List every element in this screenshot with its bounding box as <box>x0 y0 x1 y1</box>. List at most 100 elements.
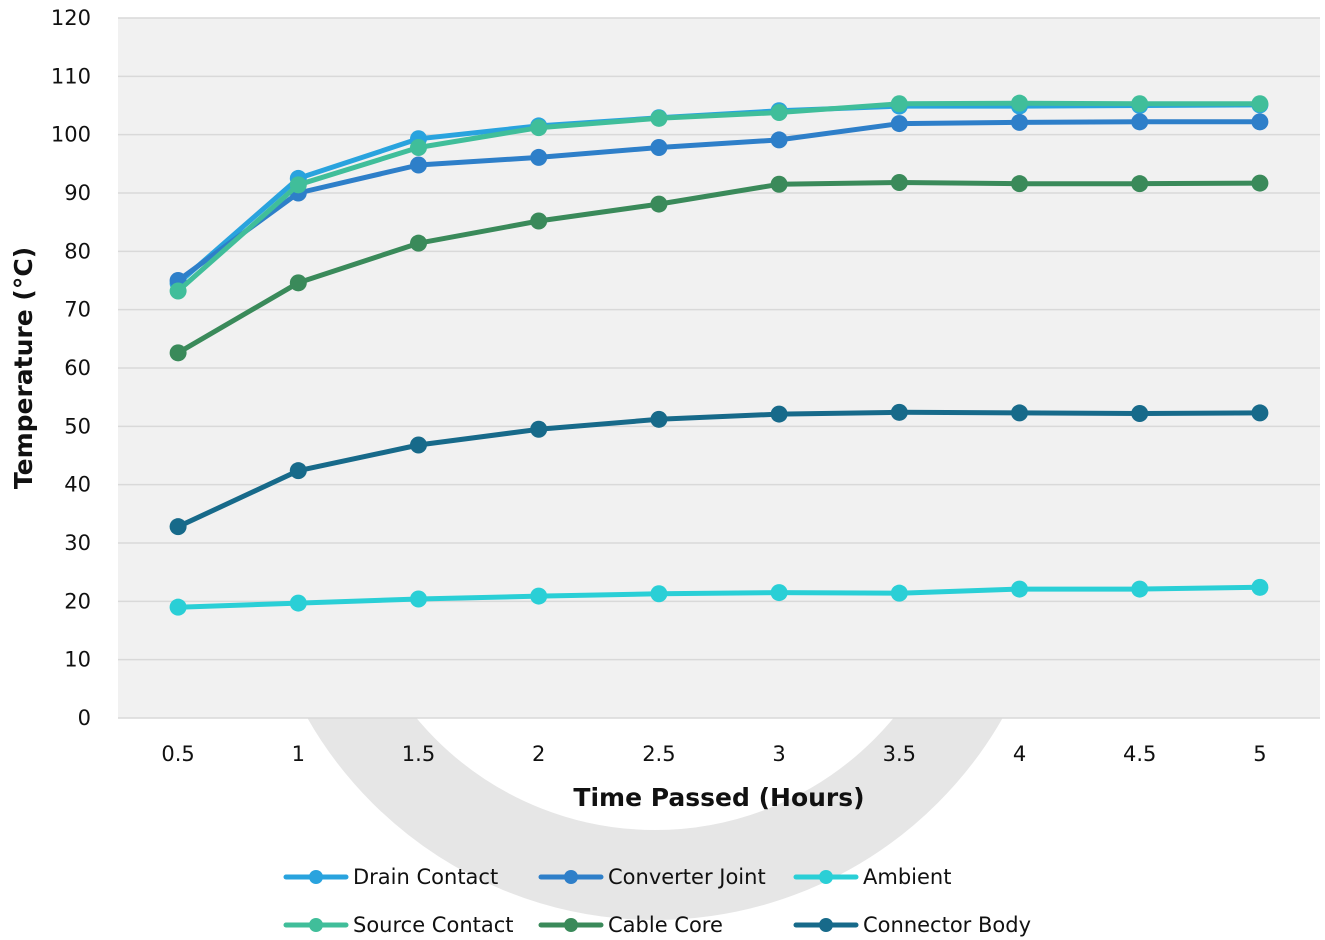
y-tick-label: 50 <box>64 414 91 438</box>
series-line <box>175 584 1263 610</box>
series-line <box>175 100 1263 294</box>
data-point <box>1251 578 1269 596</box>
data-point <box>650 195 668 213</box>
x-tick-label: 1.5 <box>402 742 435 766</box>
data-point <box>530 148 548 166</box>
data-point <box>410 234 427 252</box>
series-layer <box>169 94 1269 616</box>
data-point <box>1011 94 1028 112</box>
y-axis-title: Temperature (°C) <box>9 247 38 489</box>
y-tick-label: 100 <box>51 123 91 147</box>
series-line <box>175 409 1263 530</box>
series-line <box>175 180 1263 356</box>
data-point <box>1131 95 1149 113</box>
x-tick-label: 2.5 <box>642 742 675 766</box>
data-point <box>890 584 908 602</box>
legend-item: Converter Joint <box>538 865 766 889</box>
data-point <box>289 176 307 194</box>
data-point <box>169 518 187 536</box>
data-point <box>1251 174 1269 192</box>
data-point <box>650 109 668 127</box>
data-point <box>650 139 668 156</box>
data-point <box>169 598 187 616</box>
x-tick-label: 3.5 <box>883 742 916 766</box>
y-tick-label: 110 <box>51 64 91 88</box>
legend-swatch-marker <box>309 918 323 932</box>
legend-swatch-marker <box>819 870 833 884</box>
x-axis-ticks: 0.5 1 1.5 2 2.5 3 3.5 4 4.5 5 <box>161 742 1266 766</box>
x-axis-title: Time Passed (Hours) <box>573 783 864 812</box>
x-tick-label: 5 <box>1253 742 1266 766</box>
data-point <box>1011 404 1028 422</box>
y-tick-label: 0 <box>78 706 91 730</box>
legend-label: Connector Body <box>863 913 1031 937</box>
data-point <box>1251 404 1269 422</box>
y-tick-label: 10 <box>64 648 91 672</box>
data-point <box>410 156 427 174</box>
data-point <box>770 175 788 193</box>
data-point <box>169 282 187 300</box>
x-tick-label: 0.5 <box>161 742 194 766</box>
x-tick-label: 3 <box>772 742 785 766</box>
data-point <box>1011 175 1028 193</box>
legend-label: Converter Joint <box>608 865 766 889</box>
data-point <box>650 585 668 603</box>
series-cable-core <box>169 174 1269 362</box>
legend-swatch-marker <box>564 870 578 884</box>
data-point <box>289 462 307 480</box>
data-point <box>530 212 548 230</box>
legend-label: Cable Core <box>608 913 723 937</box>
data-point <box>410 436 427 454</box>
y-tick-label: 80 <box>64 239 91 263</box>
data-point <box>289 274 307 292</box>
legend-swatch-marker <box>564 918 578 932</box>
data-point <box>1131 405 1149 422</box>
data-point <box>410 590 427 608</box>
y-tick-label: 120 <box>51 6 91 30</box>
series-ambient <box>169 578 1269 616</box>
data-point <box>1131 175 1149 193</box>
data-point <box>770 405 788 423</box>
data-point <box>1131 113 1149 131</box>
legend-item: Ambient <box>793 865 951 889</box>
data-point <box>1131 580 1149 598</box>
data-point <box>530 587 548 605</box>
data-point <box>410 139 427 156</box>
series-line <box>175 119 1263 283</box>
legend-swatch-marker <box>309 870 323 884</box>
legend-item: Drain Contact <box>283 865 498 889</box>
data-point <box>1251 95 1269 113</box>
data-point <box>770 584 788 602</box>
data-point <box>770 131 788 149</box>
data-point <box>890 403 908 421</box>
y-tick-label: 70 <box>64 298 91 322</box>
y-tick-label: 30 <box>64 531 91 555</box>
y-tick-label: 20 <box>64 589 91 613</box>
legend-label: Drain Contact <box>353 865 498 889</box>
data-point <box>1011 580 1028 598</box>
data-point <box>530 420 548 438</box>
y-axis-ticks: 0 10 20 30 40 50 60 70 80 90 100 110 120 <box>51 6 91 730</box>
legend-swatch-marker <box>819 918 833 932</box>
legend-label: Ambient <box>863 865 951 889</box>
y-tick-label: 90 <box>64 181 91 205</box>
legend-item: Cable Core <box>538 913 723 937</box>
x-tick-label: 4.5 <box>1123 742 1156 766</box>
data-point <box>890 115 908 133</box>
legend-item: Connector Body <box>793 913 1031 937</box>
data-point <box>890 95 908 113</box>
data-point <box>650 410 668 428</box>
data-point <box>169 344 187 362</box>
legend: Drain Contact Converter Joint Ambient Sourc… <box>283 865 1031 937</box>
x-tick-label: 2 <box>532 742 545 766</box>
y-tick-label: 40 <box>64 473 91 497</box>
x-tick-label: 4 <box>1013 742 1026 766</box>
data-point <box>1251 113 1269 131</box>
data-point <box>1011 113 1028 131</box>
series-connector-body <box>169 403 1269 536</box>
data-point <box>530 119 548 137</box>
x-tick-label: 1 <box>292 742 305 766</box>
legend-label: Source Contact <box>353 913 514 937</box>
data-point <box>289 594 307 612</box>
